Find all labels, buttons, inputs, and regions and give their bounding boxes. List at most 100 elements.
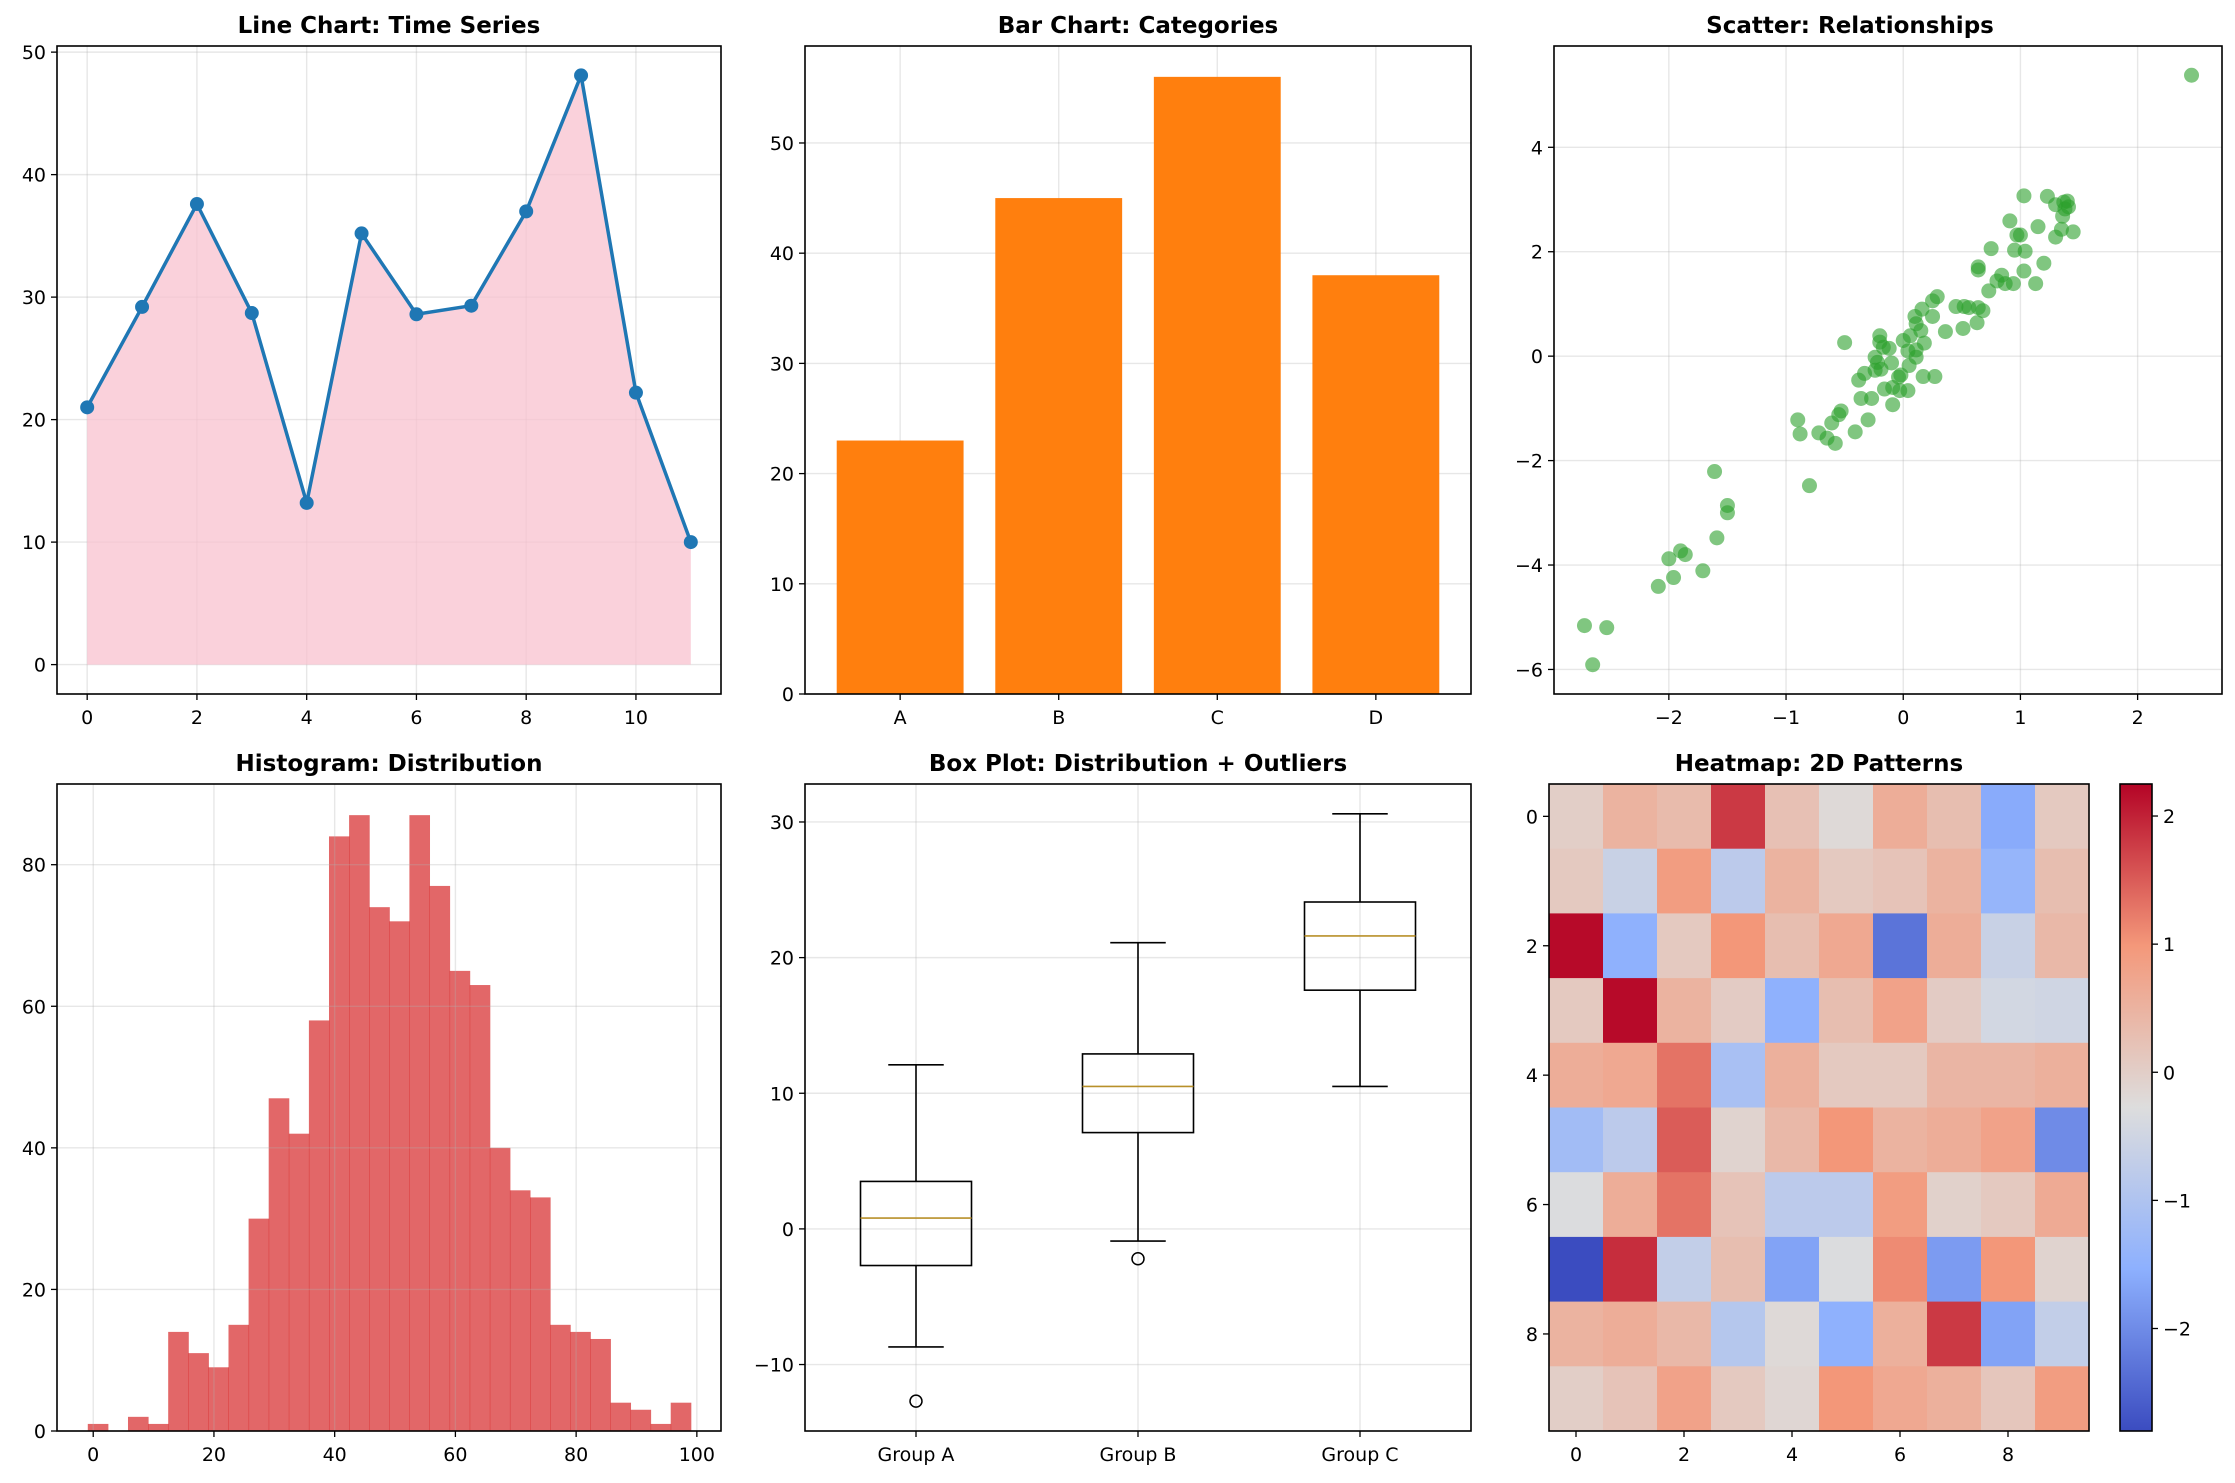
heatmap-cell <box>2035 1172 2090 1238</box>
box-1 <box>859 1063 973 1408</box>
y-tick-label: 40 <box>22 1138 46 1160</box>
x-tick-label: 4 <box>301 707 313 729</box>
heatmap-cell <box>1657 978 1712 1044</box>
heatmap-cell <box>1603 1301 1658 1367</box>
iqr-box <box>1303 901 1417 991</box>
heatmap-cell <box>1657 1042 1712 1108</box>
heatmap-cell <box>1765 1172 1820 1238</box>
scatter-point <box>1969 315 1985 331</box>
histogram-bar <box>127 1416 149 1431</box>
histogram-bar <box>208 1367 229 1431</box>
heatmap-cell <box>1981 978 2036 1044</box>
y-tick-label: 50 <box>22 42 46 64</box>
x-tick-label: 2 <box>1678 1444 1690 1466</box>
data-point <box>244 306 259 321</box>
y-tick-label: 4 <box>1526 1065 1538 1087</box>
box-3 <box>1303 813 1417 1088</box>
iqr-box <box>859 1180 973 1267</box>
x-tick-label: Group B <box>1100 1444 1177 1466</box>
colorbar-bar <box>2119 783 2153 1432</box>
scatter-point <box>1900 383 1916 399</box>
data-point <box>135 299 150 314</box>
y-tick-label: 10 <box>22 532 46 554</box>
heatmap-cell <box>1765 1366 1820 1432</box>
histogram-bar <box>610 1402 632 1431</box>
x-tick-label: −1 <box>1772 707 1800 729</box>
bar-C <box>1153 76 1281 695</box>
y-tick-label: 30 <box>770 812 794 834</box>
colorbar-tick-label: −2 <box>2163 1319 2191 1341</box>
heatmap-cell <box>1657 1366 1712 1432</box>
heatmap-cell <box>1927 784 1982 850</box>
histogram-bar <box>530 1197 551 1431</box>
heatmap-cell <box>1927 1107 1982 1173</box>
heatmap-cell <box>1657 913 1712 979</box>
x-tick-label: −2 <box>1655 707 1683 729</box>
scatter-point <box>2002 213 2018 229</box>
heatmap-cell <box>1549 1366 1604 1432</box>
scatter-point <box>2012 227 2028 243</box>
scatter-title: Scatter: Relationships <box>1706 13 1994 39</box>
y-tick-label: 2 <box>1531 242 1543 264</box>
histogram-bar <box>630 1409 652 1431</box>
heatmap-cell <box>1549 1107 1604 1173</box>
x-tick-label: Group A <box>878 1444 955 1466</box>
data-point <box>80 400 95 415</box>
heatmap-cell <box>1603 1107 1658 1173</box>
scatter-point <box>1576 618 1592 634</box>
scatter-point <box>1790 412 1806 428</box>
series-line <box>85 69 693 543</box>
histogram-title: Histogram: Distribution <box>236 751 543 777</box>
heatmap-cell <box>1657 1172 1712 1238</box>
scatter-point <box>1881 340 1897 356</box>
heatmap-cell <box>1549 1301 1604 1367</box>
heatmap-cell <box>1873 913 1928 979</box>
heatmap-cell <box>2035 1301 2090 1367</box>
heatmap-cell <box>1549 784 1604 850</box>
heatmap-cell <box>1981 1172 2036 1238</box>
x-tick-label: 6 <box>1894 1444 1906 1466</box>
scatter-point <box>1837 335 1853 351</box>
x-tick-label: 0 <box>87 1444 99 1466</box>
heatmap-cell <box>1603 1366 1658 1432</box>
heatmap-cell <box>1657 784 1712 850</box>
y-tick-label: 0 <box>782 684 794 706</box>
box-2 <box>1081 941 1195 1266</box>
heatmap-cell <box>1927 1236 1982 1303</box>
heatmap-cell <box>1657 848 1712 914</box>
heatmap-cell <box>1819 784 1874 850</box>
scatter-point <box>2028 276 2044 292</box>
heatmap-cell <box>1873 1042 1928 1108</box>
axes-frame <box>804 45 1472 695</box>
histogram-bar <box>248 1218 270 1431</box>
heatmap-cell <box>1819 1301 1874 1367</box>
data-point <box>354 226 369 241</box>
y-tick-label: 8 <box>1526 1324 1538 1346</box>
y-tick-label: 10 <box>770 574 794 596</box>
scatter-point <box>1695 563 1711 579</box>
scatter-point <box>1650 578 1666 594</box>
histogram-bar <box>570 1331 591 1431</box>
heatmap-cell <box>1981 1042 2036 1108</box>
heatmap-cell <box>2035 1366 2090 1432</box>
histogram-bar <box>489 1147 511 1431</box>
x-tick-label: 2 <box>2132 707 2144 729</box>
scatter-point <box>1707 464 1723 480</box>
colorbar-tick-label: −1 <box>2163 1190 2191 1212</box>
heatmap-cell <box>1765 1236 1820 1303</box>
histogram-bar <box>650 1423 672 1431</box>
y-tick-label: 20 <box>22 410 46 432</box>
data-point <box>628 385 643 400</box>
heatmap-cell <box>1603 848 1658 914</box>
y-tick-label: 20 <box>22 1279 46 1301</box>
heatmap-cell <box>1711 1107 1766 1173</box>
heatmap-cell <box>1711 1172 1766 1238</box>
x-tick-label: 60 <box>443 1444 467 1466</box>
heatmap-cell <box>1819 913 1874 979</box>
data-point <box>189 197 204 212</box>
heatmap-cell <box>1765 913 1820 979</box>
outlier-point <box>909 1394 923 1408</box>
axes-frame <box>56 45 722 695</box>
heatmap-cell <box>2035 784 2090 850</box>
